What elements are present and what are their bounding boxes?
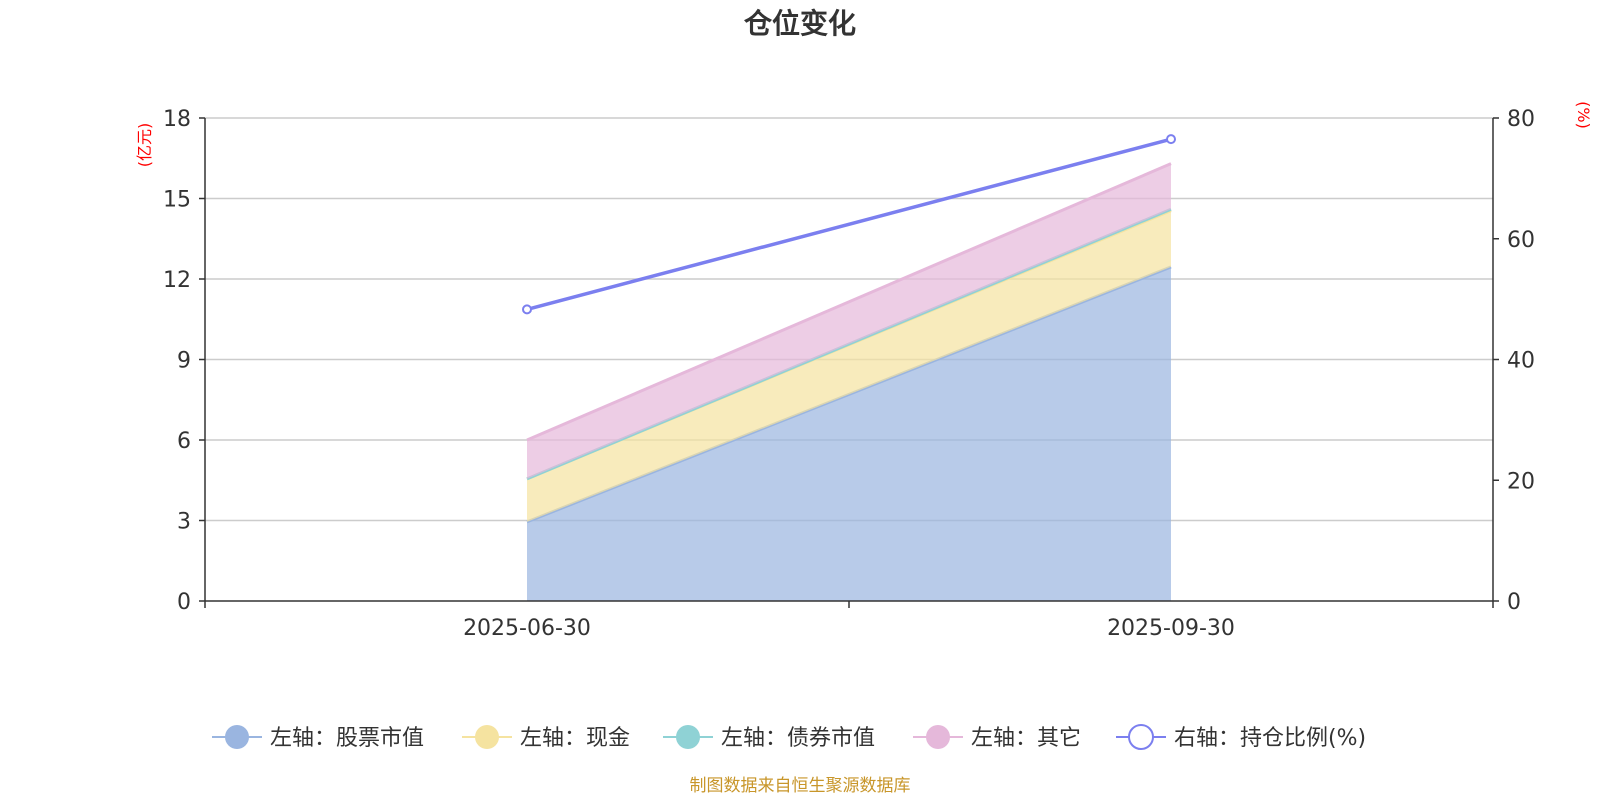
left-axis-tick-label: 3 [177,510,191,535]
x-axis-tick-label: 2025-09-30 [1107,616,1235,641]
legend-marker [1128,724,1154,750]
chart-title: 仓位变化 [744,7,856,40]
legend-label: 右轴：持仓比例(%) [1174,726,1366,751]
legend-marker [475,725,499,749]
line-series [522,134,1176,315]
right-axis-tick-label: 40 [1507,349,1535,374]
area-0 [527,266,1171,601]
legend-item[interactable]: 左轴：债券市值 [663,725,875,751]
legend-marker [676,725,700,749]
line-series-4 [526,137,1172,312]
right-axis-unit: (%) [1574,101,1593,129]
line-point [1166,134,1176,145]
legend-item[interactable]: 右轴：持仓比例(%) [1116,724,1366,751]
legend-label: 左轴：现金 [520,726,630,751]
right-axis-tick-label: 20 [1507,469,1535,494]
legend-label: 左轴：股票市值 [270,726,424,751]
legend-marker [926,725,950,749]
legend-label: 左轴：其它 [971,726,1081,751]
left-axis-tick-label: 18 [163,107,191,132]
area-edge-0 [526,265,1172,524]
left-axis-unit: (亿元) [135,123,154,168]
right-axis-tick-label: 80 [1507,107,1535,132]
data-source: 制图数据来自恒生聚源数据库 [690,776,911,796]
legend-item[interactable]: 左轴：股票市值 [212,725,424,751]
legend-marker [225,725,249,749]
area-3 [527,163,1171,479]
left-axis-tick-label: 15 [163,188,191,213]
legend-item[interactable]: 左轴：其它 [913,725,1081,751]
legend[interactable]: 左轴：股票市值 左轴：现金 左轴：债券市值 左轴：其它 右轴：持仓比例(%) [212,724,1366,751]
left-axis-tick-label: 12 [163,268,191,293]
left-axis-tick-label: 6 [177,429,191,454]
right-axis-tick-label: 60 [1507,228,1535,253]
x-axis-tick-label: 2025-06-30 [463,616,591,641]
right-axis-tick-label: 0 [1507,590,1521,615]
legend-item[interactable]: 左轴：现金 [462,725,630,751]
area-1 [527,210,1171,522]
axes: 0 3 6 9 12 15 18 0 20 40 60 80 2025-06-30 2025-09-30 [163,107,1535,641]
left-axis-tick-label: 9 [177,349,191,374]
line-point [522,304,532,315]
area-edge-3 [526,162,1172,442]
legend-label: 左轴：债券市值 [721,726,875,751]
left-axis-tick-label: 0 [177,590,191,615]
area-series [526,162,1172,601]
